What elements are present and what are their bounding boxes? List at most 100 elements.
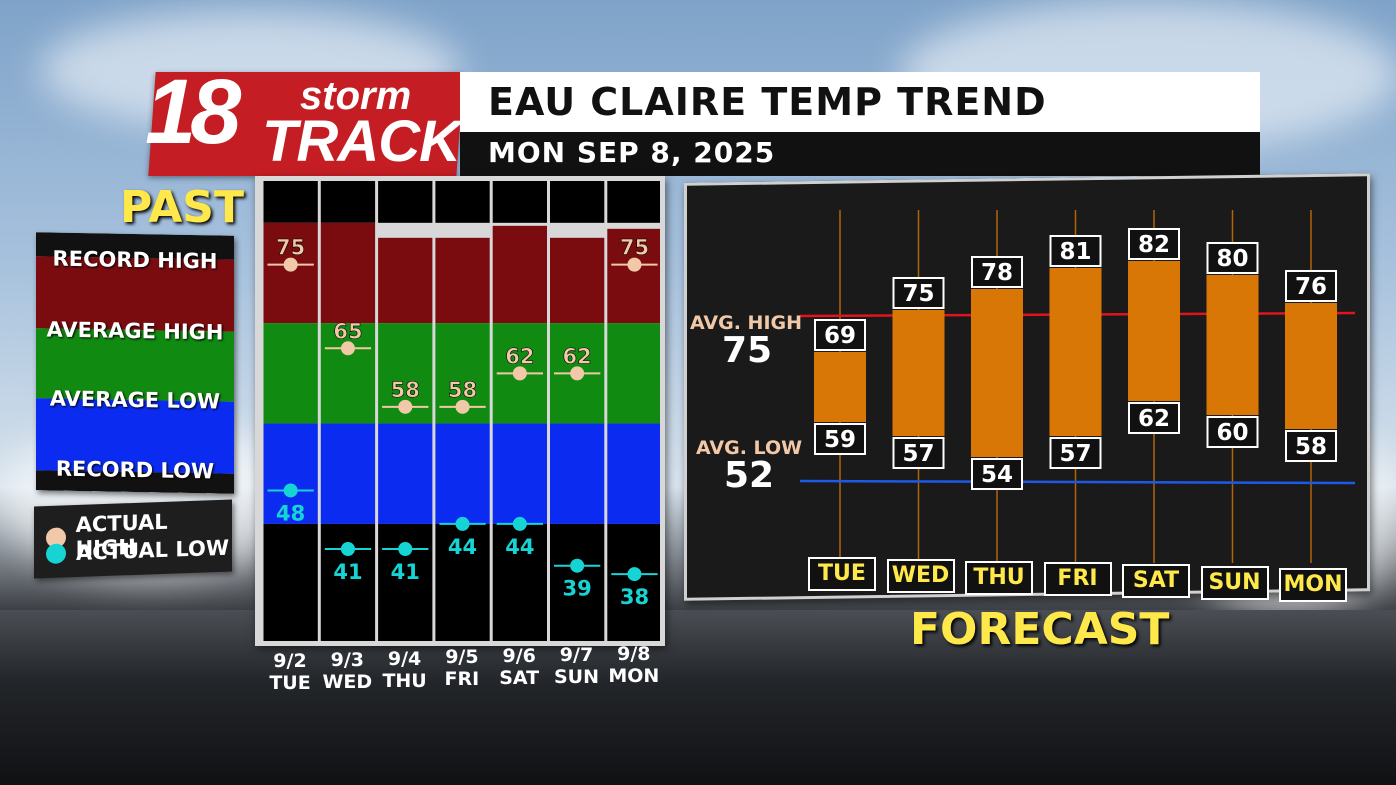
forecast-high-label: 76 [1295, 274, 1327, 300]
forecast-low-label: 54 [981, 462, 1013, 488]
forecast-high-box [971, 256, 1023, 288]
past-date-label: 9/2 TUE [261, 650, 319, 694]
forecast-high-box [1049, 235, 1102, 267]
legend-actual-low-label: ACTUAL LOW [76, 535, 229, 565]
legend-average-low: AVERAGE LOW [49, 386, 221, 414]
past-band [550, 181, 605, 223]
forecast-high-box [814, 319, 866, 351]
forecast-low-label: 59 [824, 427, 856, 453]
past-band [378, 237, 433, 324]
forecast-high-label: 80 [1216, 246, 1248, 272]
past-date: 9/6 [502, 645, 536, 668]
forecast-day-label: SUN [1200, 566, 1269, 600]
forecast-day-label: FRI [1043, 562, 1112, 597]
actual-high-point [283, 257, 298, 272]
forecast-day-label: TUE [808, 557, 876, 591]
past-band [263, 181, 318, 223]
past-band [607, 181, 660, 223]
past-chart: 75 48 65 41 58 41 58 44 62 44 62 39 75 38 [263, 181, 660, 641]
past-date: 9/2 [273, 650, 307, 672]
past-date: 9/8 [617, 642, 651, 665]
past-band [492, 423, 547, 524]
past-band [607, 228, 660, 324]
actual-low-label: 44 [505, 535, 534, 559]
actual-low-label: 48 [276, 501, 305, 525]
actual-low-point [283, 483, 298, 498]
date-bar [460, 132, 1260, 176]
actual-high-label: 62 [505, 344, 534, 368]
forecast-low-box [814, 423, 866, 455]
past-band [550, 423, 605, 524]
forecast-low-label: 57 [902, 441, 934, 467]
actual-high-label: 62 [563, 344, 592, 368]
band-legend: RECORD HIGH AVERAGE HIGH AVERAGE LOW REC… [36, 232, 234, 494]
past-band [320, 423, 376, 524]
avg-low-line [799, 479, 1356, 485]
past-band [492, 181, 547, 223]
forecast-low-box [1206, 416, 1259, 448]
past-band [607, 523, 660, 641]
past-band [492, 225, 547, 324]
forecast-chart: 69 59 75 57 78 54 81 57 82 62 80 60 76 58 [799, 210, 1356, 563]
legend-record-high: RECORD HIGH [52, 246, 218, 274]
actual-low-point [455, 516, 470, 531]
logo-number: 18 [145, 61, 241, 163]
forecast-low-box [1285, 430, 1337, 462]
title-bar [460, 72, 1260, 132]
forecast-day-label: WED [886, 558, 955, 593]
avg-high-label: AVG. HIGH [690, 312, 803, 334]
actual-high-label: 65 [333, 319, 362, 343]
past-date-label: 9/3 WED [318, 649, 376, 693]
past-band [263, 222, 318, 324]
forecast-day-label: MON [1279, 567, 1347, 602]
forecast-bar [892, 310, 945, 436]
avg-low-value: 52 [724, 455, 775, 496]
forecast-day-label: SAT [1122, 564, 1190, 599]
past-band [435, 181, 490, 223]
forecast-bar [1049, 268, 1102, 436]
forecast-low-box [892, 437, 945, 469]
past-date-label: 9/7 SUN [548, 644, 606, 688]
forecast-high-label: 75 [902, 281, 934, 307]
forecast-low-box [1128, 402, 1180, 434]
actual-high-point [340, 341, 355, 356]
forecast-high-label: 69 [824, 323, 856, 349]
past-day: FRI [444, 668, 480, 691]
past-band [550, 237, 605, 324]
past-day: TUE [269, 672, 311, 694]
forecast-high-box [1206, 242, 1259, 274]
actual-low-dot [46, 543, 66, 565]
actual-low-point [570, 558, 585, 573]
past-band [263, 523, 318, 641]
forecast-day-label: THU [965, 560, 1033, 595]
forecast-bar [971, 289, 1023, 457]
forecast-bar [1285, 303, 1337, 429]
actual-low-point [512, 516, 527, 531]
legend-actual-low: ACTUAL LOW [46, 536, 229, 566]
page-date: MON SEP 8, 2025 [488, 136, 776, 169]
forecast-high-label: 82 [1138, 232, 1170, 258]
forecast-bar [1206, 275, 1259, 415]
actual-high-label: 58 [391, 378, 420, 402]
past-band [435, 237, 490, 324]
legend-average-high: AVERAGE HIGH [46, 317, 224, 345]
past-band [492, 523, 547, 641]
forecast-high-label: 78 [981, 260, 1013, 286]
actual-high-point [455, 399, 470, 414]
past-band [607, 423, 660, 524]
past-band [320, 323, 376, 424]
actual-low-label: 39 [563, 577, 592, 601]
past-band [263, 323, 318, 424]
actual-high-label: 58 [448, 378, 477, 402]
forecast-high-box [1128, 228, 1180, 260]
actual-legend: ACTUAL HIGH ACTUAL LOW [34, 499, 232, 579]
actual-low-label: 44 [448, 535, 477, 559]
forecast-low-box [1049, 437, 1102, 469]
actual-low-point [340, 542, 355, 556]
past-band [320, 181, 376, 223]
past-date: 9/7 [559, 644, 594, 666]
past-day: WED [322, 670, 373, 693]
forecast-low-label: 57 [1059, 441, 1091, 467]
past-band [607, 323, 660, 424]
past-date-label: 9/4 THU [376, 648, 434, 692]
